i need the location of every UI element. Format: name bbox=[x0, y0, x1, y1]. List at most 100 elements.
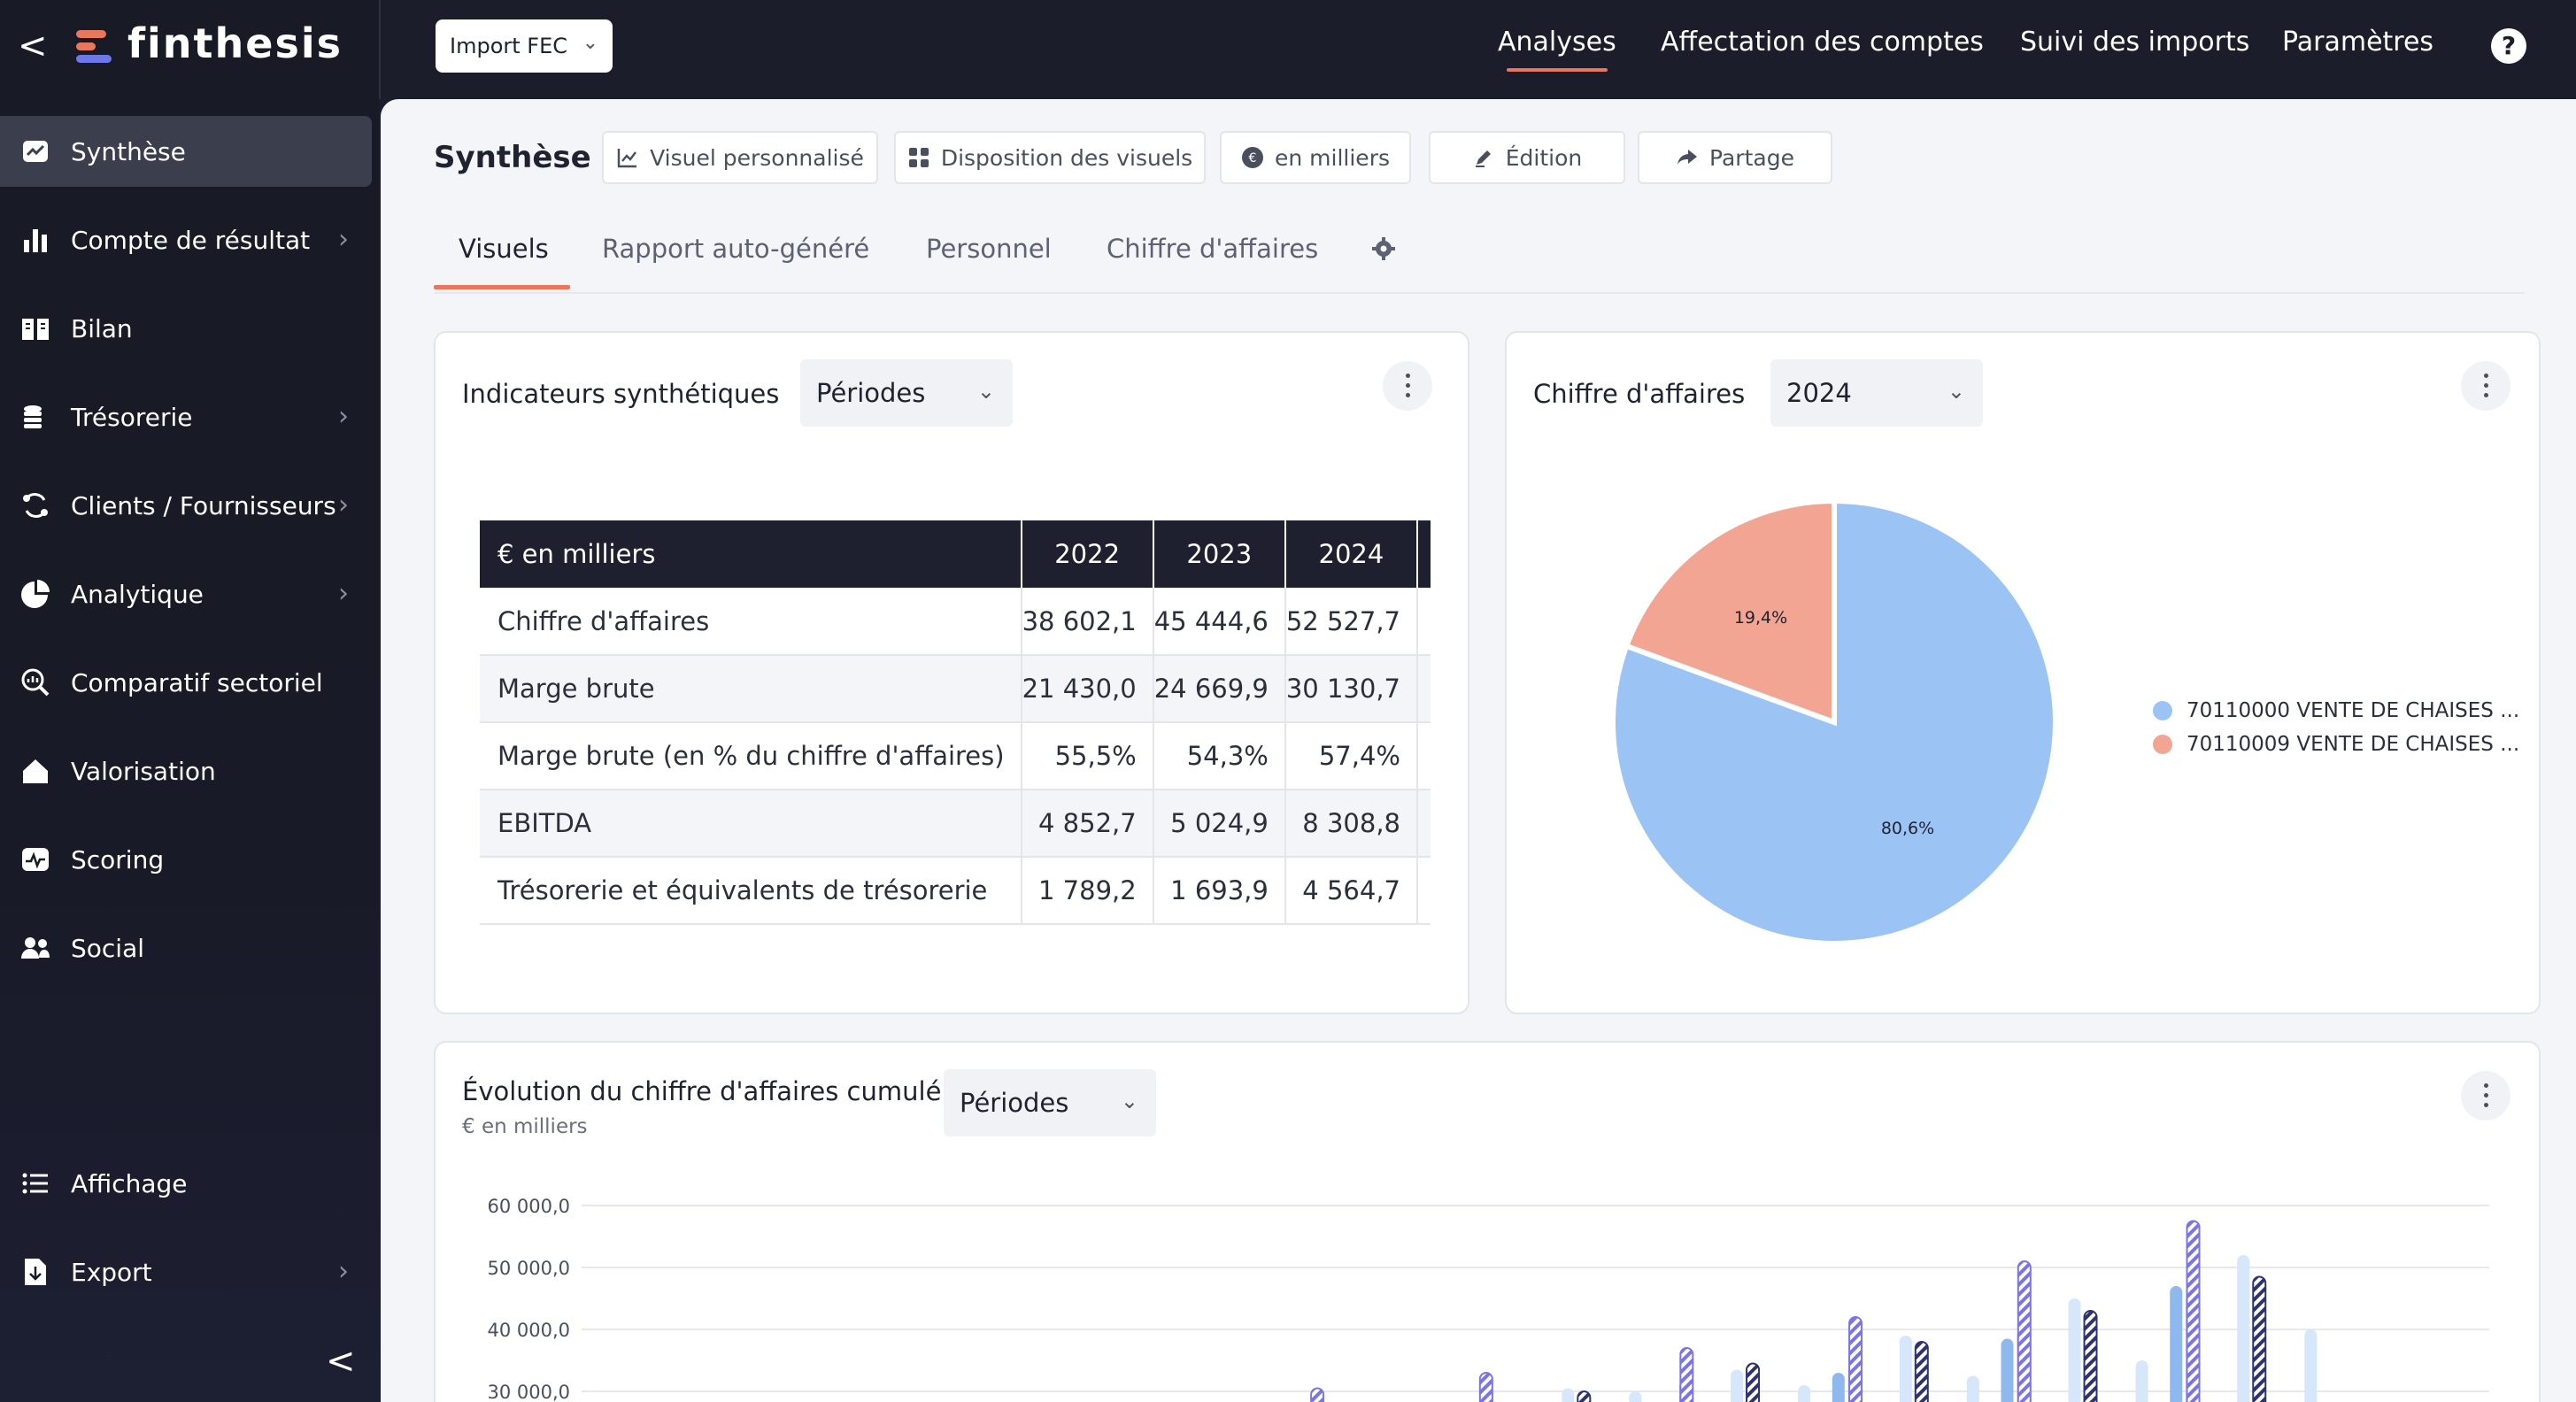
table-cell: 55,5% bbox=[1021, 722, 1154, 790]
evolution-card-subtitle: € en milliers bbox=[462, 1115, 588, 1138]
bar[interactable] bbox=[2083, 1310, 2098, 1402]
tab-parametres[interactable]: Paramètres bbox=[2282, 27, 2434, 58]
euro-coin-icon: € bbox=[1242, 147, 1263, 168]
tab-chiffre-d-affaires[interactable]: Chiffre d'affaires bbox=[1107, 234, 1319, 264]
sidebar-item-label: Social bbox=[71, 934, 145, 963]
coins-icon bbox=[24, 405, 42, 428]
sidebar-item-valorisation[interactable]: Valorisation bbox=[0, 736, 379, 806]
legend-swatch bbox=[2153, 735, 2172, 754]
table-cell: 24 669,9 bbox=[1153, 655, 1286, 723]
sidebar-item-affichage[interactable]: Affichage bbox=[0, 1148, 379, 1219]
sidebar-item-scoring[interactable]: Scoring bbox=[0, 824, 379, 895]
sidebar-item-label: Affichage bbox=[71, 1169, 188, 1198]
gear-icon[interactable] bbox=[1370, 235, 1397, 262]
import-fec-label: Import FEC bbox=[450, 34, 568, 58]
bar[interactable] bbox=[1562, 1388, 1575, 1402]
table-cell: EBITDA bbox=[480, 790, 1022, 858]
sidebar-item-synthese[interactable]: Synthèse bbox=[0, 116, 372, 187]
bar[interactable] bbox=[1798, 1385, 1811, 1402]
pie-slice[interactable] bbox=[1623, 497, 1837, 727]
table-row: EBITDA 4 852,7 5 024,9 8 308,8 bbox=[480, 790, 1431, 858]
kpi-card-title: Indicateurs synthétiques bbox=[462, 379, 780, 409]
visuel-personnalise-button[interactable]: Visuel personnalisé bbox=[602, 131, 878, 184]
tab-rapport-auto-genere[interactable]: Rapport auto-généré bbox=[602, 234, 870, 264]
sidebar-item-label: Analytique bbox=[71, 580, 204, 609]
sidebar-item-analytique[interactable]: Analytique › bbox=[0, 558, 379, 629]
sidebar-item-compte-de-resultat[interactable]: Compte de résultat › bbox=[0, 204, 379, 275]
periodes-dropdown[interactable]: Périodes ⌄ bbox=[800, 359, 1013, 427]
legend-item[interactable]: 70110009 VENTE DE CHAISES ... bbox=[2153, 733, 2519, 756]
bar[interactable] bbox=[2252, 1275, 2267, 1402]
edition-label: Édition bbox=[1505, 144, 1583, 171]
table-cell: Marge brute bbox=[480, 655, 1022, 723]
sidebar-item-clients-fournisseurs[interactable]: Clients / Fournisseurs › bbox=[0, 470, 379, 541]
bar[interactable] bbox=[2237, 1255, 2250, 1402]
tab-suivi-des-imports[interactable]: Suivi des imports bbox=[2020, 27, 2250, 58]
bar[interactable] bbox=[1914, 1341, 1929, 1402]
bar[interactable] bbox=[1577, 1390, 1592, 1402]
tab-analyses[interactable]: Analyses bbox=[1498, 27, 1616, 72]
sidebar-item-bilan[interactable]: Bilan bbox=[0, 293, 379, 364]
disposition-des-visuels-label: Disposition des visuels bbox=[940, 144, 1193, 171]
bar[interactable] bbox=[2170, 1286, 2183, 1402]
table-cell: Trésorerie et équivalents de trésorerie bbox=[480, 857, 1022, 925]
periodes-dropdown-value: Périodes bbox=[816, 378, 926, 408]
kpi-card-menu-button[interactable] bbox=[1383, 361, 1432, 411]
kpi-card: Indicateurs synthétiques Périodes ⌄ € en… bbox=[434, 331, 1469, 1014]
bar[interactable] bbox=[1966, 1375, 1979, 1402]
bar[interactable] bbox=[1679, 1347, 1694, 1402]
bar[interactable] bbox=[1746, 1362, 1761, 1402]
sidebar-item-tresorerie[interactable]: Trésorerie › bbox=[0, 381, 379, 452]
book-icon bbox=[22, 319, 49, 340]
legend-item[interactable]: 70110000 VENTE DE CHAISES ... bbox=[2153, 699, 2519, 722]
bar[interactable] bbox=[1899, 1336, 1912, 1402]
y-tick-label: 40 000,0 bbox=[487, 1320, 570, 1341]
back-chevron-icon[interactable]: < bbox=[18, 26, 48, 66]
bar[interactable] bbox=[1848, 1316, 1863, 1402]
legend-label: 70110000 VENTE DE CHAISES ... bbox=[2187, 699, 2520, 722]
sidebar-item-comparatif-sectoriel[interactable]: Comparatif sectoriel bbox=[0, 647, 379, 718]
table-cell: 8 308,8 bbox=[1284, 790, 1419, 858]
line-chart-icon bbox=[617, 149, 637, 168]
tab-affectation-des-comptes[interactable]: Affectation des comptes bbox=[1661, 27, 1984, 58]
help-icon[interactable]: ? bbox=[2491, 28, 2526, 64]
partage-button[interactable]: Partage bbox=[1638, 131, 1832, 184]
bar[interactable] bbox=[2135, 1360, 2148, 1402]
tab-visuels[interactable]: Visuels bbox=[459, 234, 549, 264]
bar[interactable] bbox=[2186, 1220, 2201, 1402]
periodes-dropdown[interactable]: Périodes ⌄ bbox=[944, 1069, 1156, 1136]
collapse-sidebar-button[interactable]: < bbox=[326, 1341, 356, 1382]
bar[interactable] bbox=[1629, 1391, 1642, 1402]
evolution-card-menu-button[interactable] bbox=[2461, 1071, 2510, 1121]
page-title: Synthèse bbox=[434, 140, 591, 175]
en-milliers-button[interactable]: € en milliers bbox=[1220, 131, 1411, 184]
tab-personnel[interactable]: Personnel bbox=[926, 234, 1052, 264]
table-row: Marge brute 21 430,0 24 669,9 30 130,7 bbox=[480, 655, 1431, 723]
sidebar-item-social[interactable]: Social bbox=[0, 913, 379, 983]
bar[interactable] bbox=[1478, 1372, 1493, 1402]
app-name: finthesis bbox=[127, 19, 343, 67]
bar[interactable] bbox=[1731, 1369, 1744, 1402]
bar[interactable] bbox=[1832, 1373, 1845, 1402]
year-dropdown-value: 2024 bbox=[1786, 378, 1852, 408]
bar[interactable] bbox=[2001, 1338, 2014, 1402]
sidebar-item-label: Compte de résultat bbox=[71, 226, 311, 255]
sidebar-item-export[interactable]: Export › bbox=[0, 1236, 379, 1307]
table-row: Chiffre d'affaires 38 602,1 45 444,6 52 527… bbox=[480, 588, 1431, 656]
table-header-cell bbox=[1417, 520, 1431, 588]
table-cell: 4 564,7 bbox=[1284, 857, 1419, 925]
sidebar-item-label: Synthèse bbox=[71, 137, 186, 166]
disposition-des-visuels-button[interactable]: Disposition des visuels bbox=[894, 131, 1206, 184]
pie-card-title: Chiffre d'affaires bbox=[1533, 379, 1746, 409]
pie-card-menu-button[interactable] bbox=[2461, 361, 2510, 411]
bar[interactable] bbox=[1310, 1387, 1325, 1402]
search-chart-icon bbox=[21, 668, 50, 697]
year-dropdown[interactable]: 2024 ⌄ bbox=[1770, 359, 1983, 427]
exchange-icon bbox=[23, 493, 48, 518]
bar[interactable] bbox=[2017, 1260, 2032, 1402]
bar[interactable] bbox=[2304, 1329, 2318, 1402]
import-fec-dropdown[interactable]: Import FEC ⌄ bbox=[436, 19, 613, 73]
bar[interactable] bbox=[2068, 1298, 2081, 1402]
table-cell: 5 024,9 bbox=[1153, 790, 1286, 858]
edition-button[interactable]: Édition bbox=[1429, 131, 1625, 184]
